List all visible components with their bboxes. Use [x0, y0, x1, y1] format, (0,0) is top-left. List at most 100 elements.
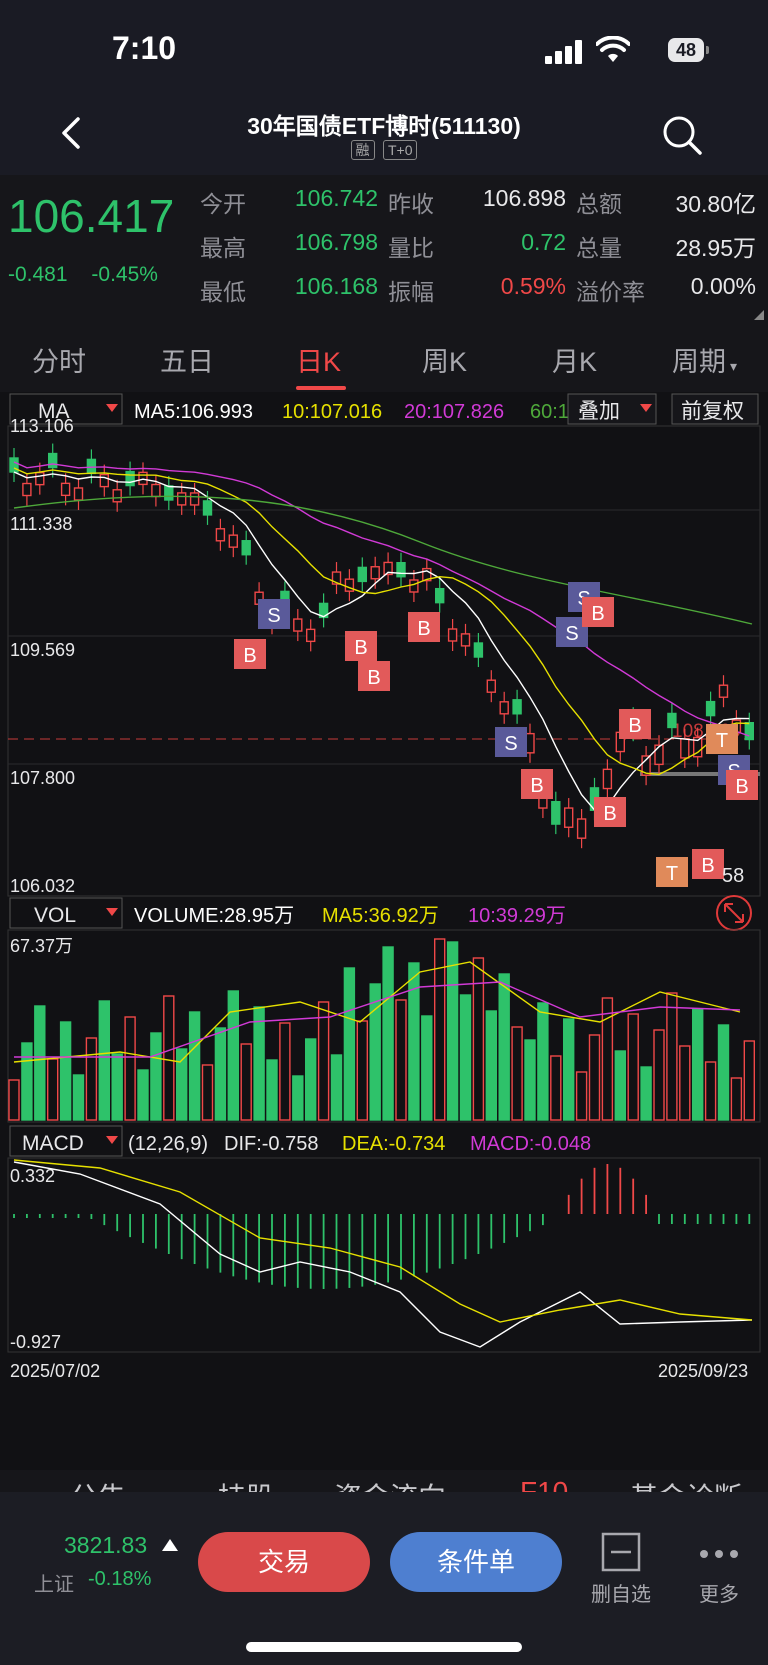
candle-body	[499, 701, 509, 715]
candle-body	[602, 768, 613, 790]
overlay-label: 叠加	[578, 400, 620, 423]
quote-label: 最高	[200, 235, 246, 261]
quote-value: 106.898	[482, 185, 566, 211]
candle-body	[564, 807, 574, 828]
volume-ma10: 10:39.29万	[468, 905, 566, 927]
candle-body	[435, 587, 445, 604]
vol-indicator-label: VOL	[34, 904, 76, 927]
fullscreen-icon[interactable]	[716, 895, 752, 931]
volume-bar	[8, 1079, 20, 1121]
ma20-value: 20:107.826	[404, 401, 504, 423]
volume-bar	[666, 992, 678, 1121]
tab-five-day[interactable]: 五日	[160, 347, 214, 377]
candle-body	[680, 738, 690, 759]
active-tab-underline	[296, 386, 346, 390]
svg-text:B: B	[603, 803, 616, 825]
chart-area[interactable]: MA MA5:106.993 10:107.016 20:107.826 60:…	[0, 392, 768, 1464]
overlay-button[interactable]	[567, 393, 657, 425]
quote-label: 振幅	[388, 279, 434, 305]
candlesticks	[9, 443, 754, 849]
tab-period[interactable]: 周期 ▾	[672, 340, 737, 379]
volume-bar	[434, 938, 446, 1121]
volume-frame	[7, 929, 761, 1123]
volume-bar	[498, 973, 510, 1121]
candle-body	[125, 470, 135, 487]
period-tabs: 分时 五日 日K 周K 月K 周期 ▾	[0, 320, 768, 393]
quote-label: 昨收	[388, 191, 434, 217]
volume-bar	[85, 1037, 98, 1121]
cellular-signal-icon	[545, 40, 585, 64]
nav-bar: 30年国债ETF博时(511130) 融 T+0	[0, 95, 768, 175]
quote-label: 总额	[576, 191, 622, 217]
buy-marker: B	[726, 770, 758, 800]
buy-marker: B	[582, 597, 614, 627]
tab-monthly-k[interactable]: 月K	[552, 347, 598, 377]
adjust-button[interactable]	[671, 393, 759, 425]
volume-bar	[279, 1022, 291, 1121]
back-icon[interactable]	[52, 113, 92, 153]
svg-text:S: S	[504, 733, 517, 755]
sell-marker: S	[258, 599, 290, 629]
quote-label: 量比	[388, 235, 434, 261]
quote-grid: 今开 106.742 昨收 106.898 总额 30.80亿 最高 106.798 量比 0.7…	[200, 185, 760, 317]
macd-value: MACD:-0.048	[470, 1133, 591, 1155]
volume-bar	[240, 1043, 252, 1121]
index-value[interactable]: 3821.83	[64, 1532, 148, 1558]
more-button[interactable]: 更多	[684, 1532, 754, 1607]
search-icon[interactable]	[660, 113, 704, 157]
index-change: -0.18%	[88, 1568, 152, 1590]
footer-bar: 3821.83 上证 -0.18% 交易 条件单 删自选 更多	[0, 1492, 768, 1665]
candle-body	[370, 566, 380, 580]
buy-marker: B	[594, 797, 626, 827]
tab-intraday[interactable]: 分时	[32, 347, 86, 377]
page-title: 30年国债ETF博时(511130)	[247, 113, 521, 139]
axis-label-top: 113.106	[10, 416, 74, 436]
volume-bar	[511, 1026, 523, 1121]
candle-body	[138, 471, 148, 486]
macd-dea: DEA:-0.734	[342, 1133, 445, 1155]
home-indicator[interactable]	[246, 1642, 522, 1652]
macd-histogram	[13, 1164, 751, 1289]
macd-params: (12,26,9)	[128, 1133, 208, 1155]
candle-body	[422, 567, 432, 582]
vol-indicator-select[interactable]	[9, 897, 123, 929]
vol-ma10-line	[14, 981, 741, 1058]
candle-body	[447, 628, 458, 642]
index-up-icon	[162, 1539, 178, 1551]
index-name: 上证	[34, 1574, 74, 1596]
period-dropdown-icon: ▾	[730, 358, 738, 374]
svg-text:B: B	[591, 603, 604, 625]
condition-order-button[interactable]: 条件单	[390, 1532, 562, 1592]
candle-body	[396, 562, 406, 578]
candle-body	[73, 487, 84, 501]
ma5-value: MA5:106.993	[134, 401, 253, 423]
volume-bar	[472, 957, 485, 1121]
volume-bar	[214, 1027, 227, 1121]
volume-bar	[627, 1013, 639, 1121]
candle-body	[576, 818, 587, 839]
remove-watchlist-button[interactable]: 删自选	[586, 1532, 656, 1607]
ma-line	[13, 467, 750, 776]
macd-dropdown-icon	[106, 1136, 118, 1144]
quote-row: 最高 106.798 量比 0.72 总量 28.95万	[200, 229, 760, 273]
ma-line	[13, 471, 750, 811]
moving-average-lines	[13, 461, 753, 811]
trade-button[interactable]: 交易	[198, 1532, 370, 1592]
chart-svg[interactable]: MA MA5:106.993 10:107.016 20:107.826 60:…	[0, 392, 768, 1464]
volume-bar	[59, 1021, 72, 1121]
candle-body	[215, 528, 226, 542]
svg-text:B: B	[735, 776, 748, 798]
candle-body	[705, 700, 716, 717]
volume-bar	[34, 1005, 46, 1121]
expand-corner-icon[interactable]	[752, 310, 764, 322]
macd-indicator-select[interactable]	[9, 1125, 123, 1157]
t0-tag: T+0	[382, 140, 418, 160]
buy-marker: B	[521, 769, 553, 799]
tab-weekly-k[interactable]: 周K	[422, 347, 468, 377]
remove-watchlist-label: 删自选	[591, 1584, 651, 1606]
ma-indicator-select[interactable]	[9, 393, 123, 425]
tab-daily-k[interactable]: 日K	[296, 347, 342, 377]
axis-label-bottom: 106.032	[10, 876, 75, 896]
macd-indicator-label: MACD	[22, 1132, 84, 1155]
candle-body	[473, 642, 484, 658]
